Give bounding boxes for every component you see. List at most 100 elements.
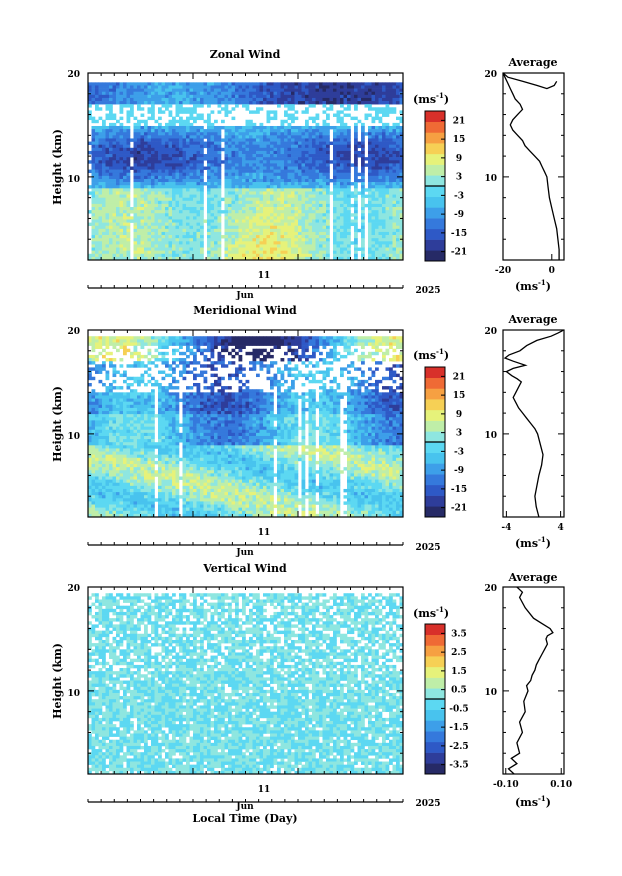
heatmap-cell (263, 88, 267, 92)
heatmap-cell (133, 197, 138, 202)
heatmap-cell (140, 256, 145, 261)
heatmap-cell (189, 138, 194, 142)
heatmap-cell (399, 172, 404, 177)
heatmap-cell (95, 231, 99, 236)
heatmap-cell (245, 160, 250, 164)
heatmap-cell (228, 144, 232, 149)
heatmap-cell (333, 256, 337, 261)
heatmap-cell (361, 235, 365, 239)
heatmap-cell (161, 166, 166, 170)
heatmap-cell (392, 182, 397, 186)
heatmap-cell (88, 482, 92, 487)
heatmap-cell (217, 147, 222, 152)
heatmap-cell (399, 135, 404, 139)
heatmap-cell (284, 169, 288, 174)
heatmap-cell (175, 253, 180, 258)
heatmap-cell (109, 460, 113, 465)
heatmap-cell (357, 94, 362, 99)
heatmap-cell (235, 247, 239, 251)
heatmap-cell (95, 191, 99, 195)
heatmap-cell (357, 191, 362, 195)
heatmap-cell (98, 154, 103, 158)
heatmap-cell (312, 235, 316, 239)
heatmap-cell (371, 163, 376, 167)
heatmap-cell (305, 250, 309, 255)
heatmap-cell (224, 150, 229, 155)
heatmap-cell (245, 228, 250, 233)
heatmap-cell (112, 191, 117, 195)
heatmap-cell (235, 191, 239, 195)
heatmap-cell (109, 213, 113, 217)
heatmap-cell (354, 163, 358, 167)
heatmap-cell (151, 150, 155, 155)
heatmap-cell (235, 141, 239, 145)
heatmap-cell (252, 166, 257, 170)
heatmap-cell (133, 141, 138, 145)
heatmap-cell (200, 175, 204, 180)
heatmap-cell (340, 235, 344, 239)
heatmap-cell (119, 101, 124, 105)
heatmap-cell (161, 172, 166, 177)
heatmap-cell (336, 216, 341, 220)
heatmap-cell (266, 129, 271, 133)
heatmap-cell (322, 200, 327, 205)
heatmap-cell (333, 188, 337, 192)
heatmap-cell (165, 132, 169, 136)
heatmap-cell (130, 104, 134, 108)
heatmap-cell (396, 141, 400, 145)
heatmap-cell (266, 169, 271, 174)
heatmap-cell (340, 244, 344, 248)
heatmap-cell (144, 207, 148, 211)
heatmap-cell (298, 185, 302, 189)
heatmap-cell (98, 460, 103, 465)
heatmap-cell (165, 200, 169, 205)
heatmap-cell (340, 150, 344, 155)
heatmap-cell (214, 241, 218, 245)
heatmap-cell (144, 247, 148, 251)
heatmap-cell (186, 219, 190, 223)
heatmap-cell (91, 389, 96, 393)
heatmap-cell (361, 160, 365, 164)
heatmap-cell (112, 185, 117, 189)
heatmap-cell (266, 125, 271, 130)
heatmap-cell (249, 122, 253, 127)
heatmap-cell (312, 228, 316, 233)
heatmap-cell (168, 122, 173, 127)
heatmap-cell (319, 91, 323, 96)
heatmap-cell (354, 172, 358, 177)
heatmap-cell (340, 210, 344, 214)
heatmap-cell (270, 197, 274, 202)
heatmap-cell (193, 200, 197, 205)
heatmap-cell (256, 225, 260, 230)
heatmap-cell (95, 207, 99, 211)
heatmap-cell (221, 88, 225, 92)
heatmap-cell (259, 182, 264, 186)
heatmap-cell (214, 200, 218, 205)
heatmap-cell (147, 166, 152, 170)
heatmap-cell (109, 407, 113, 412)
heatmap-cell (305, 219, 309, 223)
heatmap-cell (305, 172, 309, 177)
heatmap-cell (95, 401, 99, 406)
heatmap-cell (224, 97, 229, 102)
heatmap-cell (340, 253, 344, 258)
heatmap-cell (308, 200, 313, 205)
heatmap-cell (126, 94, 131, 99)
heatmap-cell (109, 336, 113, 340)
heatmap-cell (312, 194, 316, 198)
heatmap-cell (399, 185, 404, 189)
heatmap-cell (88, 370, 92, 374)
heatmap-cell (245, 225, 250, 230)
heatmap-cell (385, 144, 390, 149)
heatmap-cell (158, 203, 162, 208)
heatmap-cell (340, 94, 344, 99)
heatmap-cell (126, 231, 131, 236)
heatmap-cell (119, 207, 124, 211)
heatmap-cell (221, 94, 225, 99)
heatmap-cell (112, 207, 117, 211)
heatmap-cell (144, 228, 148, 233)
heatmap-cell (200, 250, 204, 255)
heatmap-cell (203, 141, 208, 145)
heatmap-cell (161, 110, 166, 114)
heatmap-cell (375, 160, 379, 164)
